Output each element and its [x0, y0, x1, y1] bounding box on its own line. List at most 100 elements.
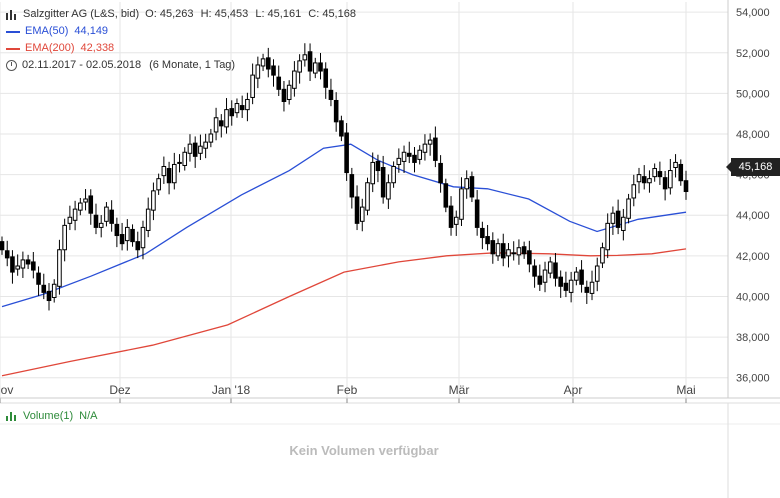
range-detail: (6 Monate, 1 Tag): [149, 59, 236, 71]
candle-body: [51, 283, 57, 298]
candle: [354, 185, 360, 231]
candle: [250, 63, 255, 105]
candle: [641, 165, 647, 190]
candle: [500, 233, 506, 267]
candle-body: [297, 60, 302, 73]
candle-body: [323, 68, 329, 88]
candle: [584, 280, 590, 304]
candle-body: [135, 241, 141, 251]
candle-body: [62, 224, 67, 251]
candle-body: [636, 174, 642, 183]
candle: [349, 167, 355, 209]
candle: [647, 170, 652, 193]
candle: [386, 174, 391, 209]
candle: [177, 154, 182, 173]
candle-body: [104, 206, 109, 222]
candle-body: [359, 206, 365, 222]
x-tick-label: Mär: [449, 383, 470, 397]
y-tick-label: 42,000: [736, 251, 770, 263]
candle-body: [485, 236, 490, 245]
candle: [281, 80, 287, 112]
candle-body: [93, 214, 99, 228]
candle: [380, 155, 386, 204]
candle-body: [344, 132, 349, 174]
candle-body: [239, 105, 245, 111]
candle-body: [605, 222, 610, 251]
y-tick-label: 40,000: [736, 291, 770, 303]
candle: [412, 146, 417, 173]
instrument-name: Salzgitter AG (L&S, bid): [23, 8, 140, 20]
candle-body: [553, 262, 558, 279]
candle-body: [156, 178, 161, 191]
candle: [46, 283, 52, 311]
y-tick-label: 36,000: [736, 373, 770, 385]
candle: [0, 236, 5, 255]
candle: [527, 240, 532, 273]
candle-body: [302, 54, 308, 61]
candle-body: [673, 161, 678, 169]
candle: [469, 171, 475, 203]
x-tick-label: Mai: [676, 383, 695, 397]
candle-body: [647, 178, 652, 184]
candle-body: [391, 165, 396, 184]
candle: [57, 239, 62, 295]
candle-body: [130, 228, 135, 243]
open-value: O: 45,263: [145, 8, 194, 20]
candle: [276, 65, 282, 97]
candle-body: [271, 65, 276, 76]
candle: [610, 206, 616, 235]
candle: [20, 251, 26, 278]
candle-body: [140, 226, 146, 249]
candle: [516, 239, 522, 265]
candle: [401, 145, 407, 173]
candle: [224, 98, 229, 134]
candle: [375, 154, 381, 183]
candle-body: [506, 249, 511, 257]
candle-body: [652, 168, 657, 178]
candle-body: [125, 226, 130, 242]
candle: [359, 198, 365, 232]
candle: [208, 128, 214, 148]
candle-body: [224, 109, 229, 128]
candle: [600, 242, 605, 269]
candle: [422, 134, 428, 161]
candle-body: [469, 176, 475, 198]
candle-body: [57, 249, 62, 287]
clock-icon: [6, 60, 17, 71]
candle: [453, 210, 459, 236]
candle: [328, 78, 334, 107]
candle-body: [594, 265, 600, 282]
candle: [88, 189, 94, 225]
volume-icon: [6, 411, 18, 421]
volume-pane: [0, 402, 780, 498]
candle: [563, 271, 569, 298]
candle-body: [312, 62, 318, 74]
candle-body: [208, 133, 214, 143]
candle-body: [78, 202, 83, 211]
candle-body: [386, 182, 391, 200]
candle: [506, 243, 511, 268]
candle: [495, 238, 501, 261]
candle: [683, 170, 689, 200]
candle-body: [537, 275, 543, 285]
candle: [485, 224, 490, 251]
y-tick-label: 44,000: [736, 210, 770, 222]
candle: [511, 241, 516, 261]
low-value: L: 45,161: [255, 8, 302, 20]
candle: [427, 133, 433, 156]
candle-body: [480, 227, 485, 239]
candle: [433, 126, 438, 168]
ema50-path: [1, 143, 687, 308]
candle: [109, 200, 114, 232]
candle: [161, 156, 167, 184]
candle: [594, 257, 600, 292]
candle: [25, 254, 31, 270]
candle: [574, 267, 579, 286]
candle: [292, 61, 297, 97]
y-tick-label: 54,000: [736, 7, 770, 19]
candle: [255, 56, 261, 89]
volume-legend: Volume(1) N/A: [6, 410, 97, 422]
candle-body: [521, 246, 527, 255]
candle-body: [600, 247, 605, 264]
